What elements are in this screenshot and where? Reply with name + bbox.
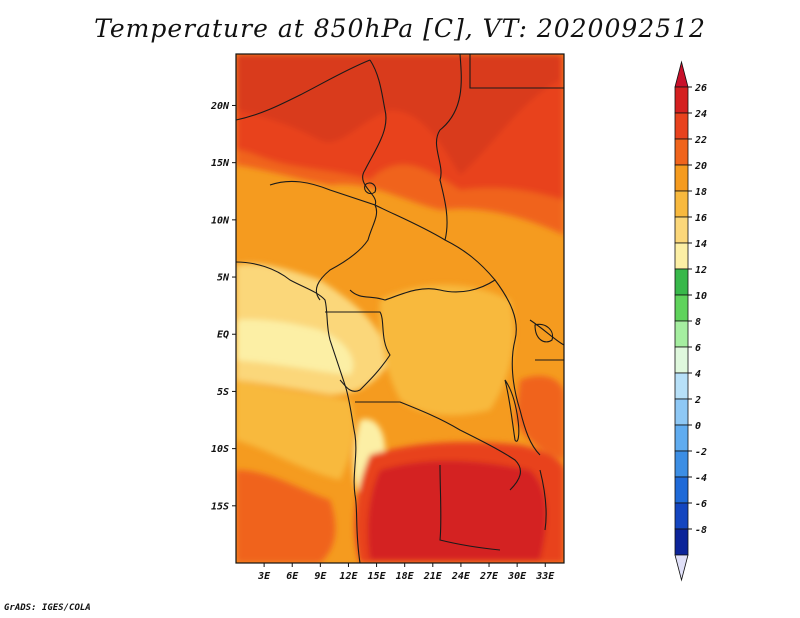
colorbar-label: 26 <box>694 83 707 94</box>
field-central-cool <box>379 285 514 416</box>
colorbar-swatch <box>674 346 689 374</box>
colorbar-label: 18 <box>695 187 707 198</box>
colorbar-swatch <box>674 164 689 192</box>
lake-tanganyika <box>504 379 520 442</box>
colorbar-label: 16 <box>695 213 707 224</box>
field-west-light <box>236 319 354 375</box>
lon-tick-label: 27E <box>479 571 499 582</box>
lat-tick-label: 20N <box>210 101 230 112</box>
field-ocean-mid <box>236 380 355 480</box>
field-sw-ocean <box>236 470 336 563</box>
lat-tick-label: 15S <box>211 501 229 512</box>
field-coastal-light <box>353 419 385 495</box>
lon-tick-label: 12E <box>339 571 358 582</box>
colorbar-swatch <box>674 138 689 166</box>
lon-tick-label: 18E <box>396 571 415 582</box>
coastline-west <box>236 261 361 563</box>
colorbar-swatch <box>674 86 689 114</box>
lon-tick-label: 21E <box>423 571 443 582</box>
colorbar-top-arrow <box>674 60 689 88</box>
colorbar-label: 8 <box>695 317 701 328</box>
colorbar-label: 2 <box>694 395 701 406</box>
colorbar-swatch <box>674 528 689 556</box>
colorbar-label: -2 <box>695 447 707 458</box>
colorbar-label: -8 <box>695 525 707 536</box>
lon-tick-label: 33E <box>535 571 555 582</box>
lon-tick-label: 15E <box>368 571 387 582</box>
colorbar-swatch <box>674 268 689 296</box>
temperature-field <box>236 54 564 563</box>
border-sahel <box>236 59 387 206</box>
plot-frame <box>235 53 565 564</box>
field-north-core <box>236 54 560 175</box>
colorbar-swatch <box>674 476 689 504</box>
colorbar-label: 24 <box>694 109 707 120</box>
colorbar-label: 4 <box>695 369 701 380</box>
lat-tick-label: 10S <box>211 444 229 455</box>
lat-tick-label: 5N <box>217 273 230 284</box>
colorbar-label: 0 <box>695 421 701 432</box>
lat-tick-label: 5S <box>217 387 229 398</box>
lat-tick-label: 10N <box>211 215 230 226</box>
lake-victoria <box>534 323 554 343</box>
lon-tick-label: 30E <box>507 571 527 582</box>
colorbar-swatch <box>674 502 689 530</box>
border-nigeria <box>269 180 378 301</box>
colorbar-label: -6 <box>695 499 707 510</box>
colorbar-label: 20 <box>694 161 707 172</box>
colorbar-label: 6 <box>695 343 701 354</box>
lake-malawi <box>539 469 547 531</box>
colorbar-label: 14 <box>695 239 707 250</box>
colorbar-bottom-arrow <box>674 554 689 582</box>
boundaries <box>236 54 564 563</box>
colorbar-swatch <box>674 190 689 218</box>
border-congo <box>325 311 391 392</box>
border-car <box>349 204 496 301</box>
map-title: Temperature at 850hPa [C], VT: 202009251… <box>94 14 706 43</box>
field-south-core <box>367 460 547 560</box>
colorbar-swatch <box>674 320 689 348</box>
lat-tick-label: EQ <box>217 330 229 341</box>
lon-tick-label: 9E <box>314 571 327 582</box>
colorbar-label: 22 <box>694 135 707 146</box>
colorbar-label: 10 <box>695 291 707 302</box>
colorbar-swatch <box>674 216 689 244</box>
colorbar-swatch <box>674 424 689 452</box>
border-angola-zambia <box>439 464 501 551</box>
colorbar-label: -4 <box>695 473 707 484</box>
field-east-rift <box>515 375 564 460</box>
lon-tick-label: 6E <box>286 571 299 582</box>
colorbar-swatch <box>674 112 689 140</box>
border-chad <box>435 54 462 241</box>
border-drc-south <box>355 401 521 491</box>
lat-tick-label: 15N <box>211 158 230 169</box>
lon-tick-label: 24E <box>451 571 471 582</box>
latitude-axis: 20N 15N 10N 5N EQ 5S 10S 15S <box>210 101 236 512</box>
grads-credit: GrADS: IGES/COLA <box>4 603 91 613</box>
colorbar-swatch <box>674 450 689 478</box>
colorbar-swatch <box>674 398 689 426</box>
border-east-sudan <box>469 54 564 89</box>
colorbar-label: 12 <box>695 265 707 276</box>
longitude-axis: 3E 6E 9E 12E 15E 18E 21E 24E 27E 30E 33E <box>257 563 555 582</box>
colorbar-swatch <box>674 242 689 270</box>
colorbar-swatch <box>674 294 689 322</box>
border-east-africa <box>529 319 564 361</box>
lon-tick-label: 3E <box>257 571 271 582</box>
lake-chad <box>364 182 377 195</box>
colorbar-swatch <box>674 372 689 400</box>
border-rift <box>494 279 541 456</box>
